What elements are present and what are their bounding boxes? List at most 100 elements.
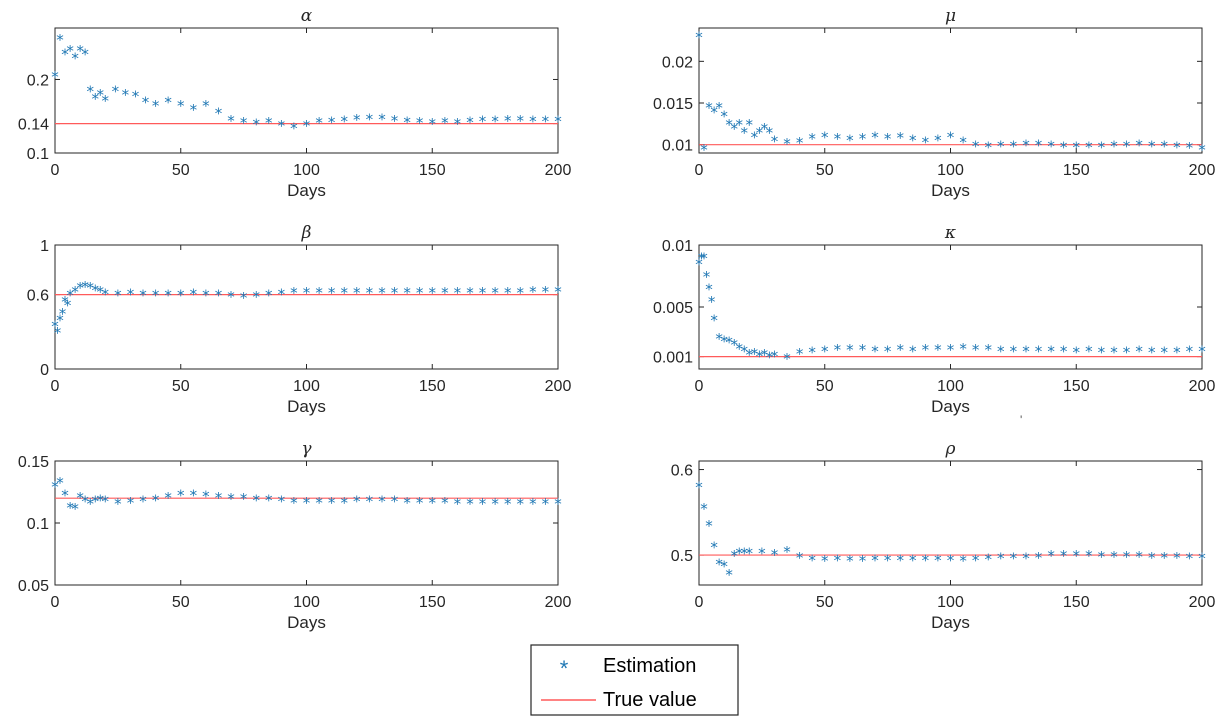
- estimation-point: *: [97, 86, 105, 104]
- estimation-point: *: [909, 342, 917, 360]
- estimation-point: *: [122, 86, 130, 104]
- x-axis-label: Days: [931, 613, 970, 632]
- estimation-point: *: [741, 342, 749, 360]
- estimation-point: *: [834, 341, 842, 359]
- estimation-point: *: [1148, 138, 1156, 156]
- estimation-point: *: [479, 495, 487, 513]
- estimation-point: *: [909, 132, 917, 150]
- estimation-point: *: [81, 46, 89, 64]
- estimation-point: *: [164, 489, 172, 507]
- estimation-point: *: [190, 285, 198, 303]
- x-tick-label: 0: [695, 378, 704, 395]
- estimation-point: *: [808, 551, 816, 569]
- estimation-point: *: [1085, 138, 1093, 156]
- estimation-point: *: [353, 493, 361, 511]
- estimation-point: *: [278, 117, 286, 135]
- estimation-point: *: [871, 342, 879, 360]
- x-tick-label: 200: [545, 378, 572, 395]
- estimation-point: *: [66, 287, 74, 305]
- x-axis-label: Days: [931, 181, 970, 200]
- estimation-point: *: [783, 543, 791, 561]
- estimation-point: *: [741, 124, 749, 142]
- estimation-point: *: [959, 552, 967, 570]
- estimation-point: *: [71, 283, 79, 301]
- estimation-point: *: [517, 112, 525, 130]
- y-tick-label: 0.01: [662, 238, 693, 255]
- estimation-point: *: [1135, 342, 1143, 360]
- estimation-point: *: [554, 495, 562, 513]
- x-axis-label: Days: [287, 613, 326, 632]
- estimation-point: *: [340, 494, 348, 512]
- estimation-point: *: [783, 135, 791, 153]
- estimation-point: *: [102, 493, 110, 511]
- x-tick-label: 150: [1063, 594, 1090, 611]
- estimation-point: *: [328, 113, 336, 131]
- estimation-point: *: [215, 105, 223, 123]
- estimation-point: *: [1173, 344, 1181, 362]
- estimation-point: *: [71, 49, 79, 67]
- estimation-point: *: [695, 28, 703, 46]
- estimation-point: *: [102, 285, 110, 303]
- estimation-point: *: [139, 493, 147, 511]
- x-tick-label: 100: [293, 378, 320, 395]
- estimation-point: *: [720, 557, 728, 575]
- estimation-point: *: [1098, 138, 1106, 156]
- estimation-point: *: [429, 494, 437, 512]
- estimation-point: *: [741, 545, 749, 563]
- x-tick-label: 0: [51, 594, 60, 611]
- stray-mark: ': [1020, 413, 1022, 427]
- estimation-point: *: [542, 495, 550, 513]
- estimation-point: *: [884, 342, 892, 360]
- y-tick-label: 0.005: [653, 300, 693, 317]
- estimation-point: *: [366, 110, 374, 128]
- estimation-point: *: [290, 284, 298, 302]
- estimation-point: *: [152, 491, 160, 509]
- estimation-point: *: [278, 285, 286, 303]
- estimation-point: *: [76, 42, 84, 60]
- estimation-point: *: [1110, 344, 1118, 362]
- estimation-point: *: [700, 500, 708, 518]
- estimation-point: *: [1035, 549, 1043, 567]
- estimation-point: *: [997, 550, 1005, 568]
- estimation-point: *: [227, 490, 235, 508]
- x-tick-label: 150: [1063, 162, 1090, 179]
- estimation-point: *: [403, 284, 411, 302]
- estimation-point: *: [240, 114, 248, 132]
- estimation-point: *: [315, 114, 323, 132]
- estimation-point: *: [846, 341, 854, 359]
- estimation-point: *: [340, 284, 348, 302]
- estimation-point: *: [761, 120, 769, 138]
- estimation-point: *: [1198, 342, 1206, 360]
- estimation-point: *: [695, 479, 703, 497]
- estimation-point: *: [51, 68, 59, 86]
- estimation-point: *: [54, 324, 62, 342]
- estimation-point: *: [76, 279, 84, 297]
- x-tick-label: 0: [695, 594, 704, 611]
- estimation-point: *: [1110, 138, 1118, 156]
- y-tick-label: 0.14: [18, 117, 49, 134]
- estimation-point: *: [751, 128, 759, 146]
- x-tick-label: 150: [1063, 378, 1090, 395]
- estimation-point: *: [416, 284, 424, 302]
- estimation-point: *: [127, 494, 135, 512]
- estimation-point: *: [984, 550, 992, 568]
- estimation-point: *: [700, 141, 708, 159]
- estimation-point: *: [846, 552, 854, 570]
- y-tick-label: 0.05: [18, 578, 49, 595]
- estimation-point: *: [61, 293, 69, 311]
- estimation-point: *: [215, 287, 223, 305]
- estimation-point: *: [730, 336, 738, 354]
- estimation-point: *: [353, 284, 361, 302]
- estimation-point: *: [1110, 548, 1118, 566]
- estimation-point: *: [746, 116, 754, 134]
- estimation-point: *: [959, 133, 967, 151]
- estimation-point: *: [56, 311, 64, 329]
- estimation-point: *: [959, 340, 967, 358]
- x-tick-label: 50: [816, 594, 834, 611]
- estimation-point: *: [114, 495, 122, 513]
- estimation-point: *: [984, 341, 992, 359]
- estimation-point: *: [102, 92, 110, 110]
- estimation-point: *: [403, 494, 411, 512]
